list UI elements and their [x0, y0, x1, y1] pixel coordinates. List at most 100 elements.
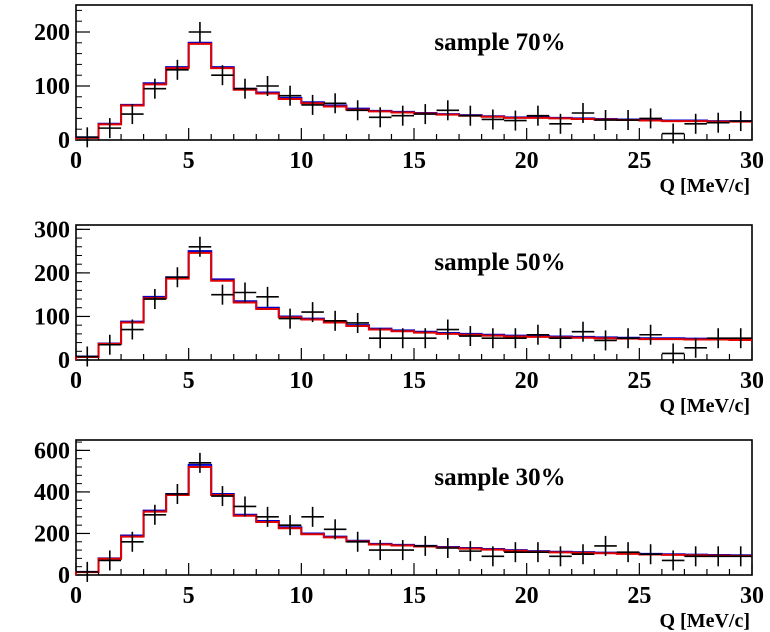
data-point: [481, 546, 505, 567]
x-tick-label: 30: [740, 148, 764, 174]
data-point: [98, 118, 122, 139]
data-point: [436, 319, 460, 340]
data-point: [301, 302, 324, 323]
data-point: [143, 289, 167, 310]
data-point: [684, 113, 707, 134]
data-point: [414, 535, 437, 556]
data-point: [414, 104, 437, 125]
data-point: [301, 506, 324, 527]
x-tick-label: 10: [289, 583, 313, 609]
x-tick-label: 5: [183, 368, 195, 394]
x-tick-label: 30: [740, 368, 764, 394]
y-tick-label: 300: [34, 217, 70, 243]
data-point: [729, 111, 752, 132]
data-point: [233, 496, 257, 517]
data-point: [323, 93, 347, 114]
panel-title: sample 50%: [434, 249, 565, 276]
data-point: [121, 531, 144, 552]
y-tick-label: 200: [34, 521, 70, 547]
x-tick-label: 5: [183, 148, 195, 174]
panel-3: 0 5 10 15 20 25 30 0 200 400 600 sample 30% Q [MeV/c…: [34, 438, 764, 632]
data-point: [278, 85, 302, 106]
data-point: [368, 107, 392, 128]
data-point: [301, 94, 324, 115]
data-point: [121, 104, 144, 125]
panel-title: sample 30%: [434, 464, 565, 491]
data-point: [121, 319, 144, 340]
data-point: [459, 105, 482, 126]
data-point: [661, 343, 685, 364]
data-point: [526, 105, 550, 126]
data-point: [459, 326, 482, 347]
data-point: [639, 544, 662, 565]
data-point: [211, 486, 234, 507]
data-point: [233, 78, 257, 99]
data-point: [639, 108, 662, 129]
data-point: [706, 112, 730, 133]
data-point: [323, 310, 347, 331]
x-axis-label: Q [MeV/c]: [659, 395, 750, 417]
x-tick-label: 20: [515, 368, 539, 394]
data-point: [571, 103, 595, 123]
x-tick-label: 0: [70, 583, 82, 609]
data-point: [729, 328, 752, 349]
data-point: [278, 515, 302, 536]
data-point: [76, 346, 99, 367]
x-tick-label: 25: [627, 148, 651, 174]
x-tick-label: 30: [740, 583, 764, 609]
data-point: [391, 105, 414, 126]
data-point: [211, 284, 234, 305]
data-point: [706, 328, 730, 349]
data-point: [346, 531, 369, 552]
data-point: [639, 324, 662, 345]
data-point: [706, 546, 730, 567]
data-point: [481, 109, 505, 130]
data-point: [526, 542, 550, 563]
data-point: [143, 504, 167, 525]
x-axis-label: Q [MeV/c]: [659, 175, 750, 197]
y-tick-label: 600: [34, 438, 70, 464]
data-point: [188, 22, 212, 42]
x-tick-label: 10: [289, 368, 313, 394]
y-tick-label: 0: [58, 563, 70, 589]
data-point: [391, 328, 414, 349]
y-tick-label: 200: [34, 20, 70, 46]
y-tick-label: 0: [58, 128, 70, 154]
data-point: [594, 535, 617, 556]
data-point: [76, 561, 99, 582]
data-point: [256, 76, 279, 96]
data-point: [481, 328, 505, 349]
x-tick-label: 20: [515, 583, 539, 609]
data-point: [391, 540, 414, 561]
data-point: [616, 110, 640, 131]
x-tick-label: 15: [402, 368, 426, 394]
data-point: [594, 330, 617, 351]
x-axis-label: Q [MeV/c]: [659, 610, 750, 632]
y-tick-label: 0: [58, 348, 70, 374]
data-point: [278, 308, 302, 329]
data-point: [616, 328, 640, 349]
x-tick-label: 5: [183, 583, 195, 609]
y-tick-label: 200: [34, 261, 70, 287]
data-point: [616, 542, 640, 563]
data-point: [414, 328, 437, 349]
data-point: [76, 127, 99, 148]
data-point: [323, 519, 347, 540]
data-point: [571, 321, 595, 342]
data-point: [436, 100, 460, 121]
data-point: [166, 484, 189, 504]
data-point: [661, 550, 685, 571]
data-point: [166, 267, 189, 288]
data-point: [368, 328, 392, 349]
y-tick-label: 100: [34, 74, 70, 100]
y-tick-label: 400: [34, 480, 70, 506]
x-tick-label: 15: [402, 148, 426, 174]
data-point: [256, 506, 279, 527]
data-point: [526, 324, 550, 345]
data-point: [98, 550, 122, 571]
x-tick-label: 0: [70, 148, 82, 174]
x-tick-label: 10: [289, 148, 313, 174]
data-point: [233, 282, 257, 303]
